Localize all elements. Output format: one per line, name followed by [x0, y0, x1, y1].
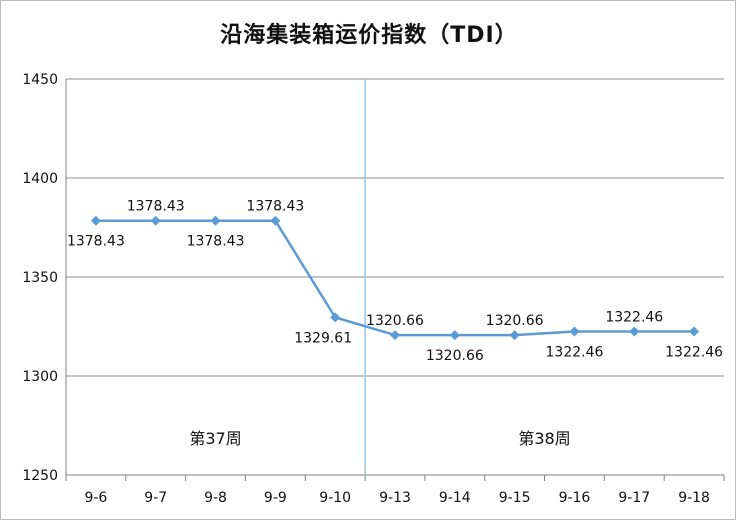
x-tick-label: 9-13	[379, 490, 411, 506]
y-tick-label: 1350	[22, 270, 58, 286]
x-tick-label: 9-10	[319, 490, 351, 506]
x-tick-label: 9-16	[559, 490, 591, 506]
week-label: 第38周	[518, 429, 570, 448]
data-point-marker	[150, 215, 161, 226]
data-point-marker	[689, 326, 700, 337]
week-label: 第37周	[189, 429, 241, 448]
x-tick-label: 9-18	[678, 490, 710, 506]
x-tick-label: 9-9	[264, 490, 287, 506]
y-tick-label: 1250	[22, 468, 58, 484]
data-point-marker	[210, 215, 221, 226]
x-tick-label: 9-14	[439, 490, 471, 506]
data-label: 1378.43	[246, 199, 304, 215]
data-label: 1329.61	[294, 330, 352, 346]
x-tick-label: 9-8	[204, 490, 227, 506]
data-label: 1378.43	[187, 234, 245, 250]
data-label: 1320.66	[426, 348, 484, 364]
data-label: 1322.46	[546, 345, 604, 361]
x-tick-label: 9-17	[618, 490, 650, 506]
x-tick-label: 9-6	[84, 490, 107, 506]
y-tick-label: 1450	[22, 72, 58, 88]
y-tick-label: 1300	[22, 369, 58, 385]
chart-title: 沿海集装箱运价指数（TDI）	[220, 23, 518, 48]
data-point-marker	[390, 330, 400, 341]
data-label: 1322.46	[605, 310, 663, 326]
data-label: 1322.46	[665, 345, 723, 361]
data-point-marker	[90, 215, 101, 226]
data-point-marker	[270, 215, 281, 226]
data-label: 1378.43	[127, 199, 185, 215]
x-tick-label: 9-7	[144, 490, 167, 506]
data-label: 1320.66	[366, 313, 424, 329]
data-point-marker	[509, 330, 520, 341]
data-point-marker	[569, 326, 580, 337]
data-point-marker	[330, 312, 341, 323]
data-label: 1320.66	[486, 313, 544, 329]
y-tick-label: 1400	[22, 171, 58, 187]
data-label: 1378.43	[67, 234, 125, 250]
data-point-marker	[629, 326, 640, 337]
data-point-marker	[449, 330, 460, 341]
x-tick-label: 9-15	[499, 490, 531, 506]
